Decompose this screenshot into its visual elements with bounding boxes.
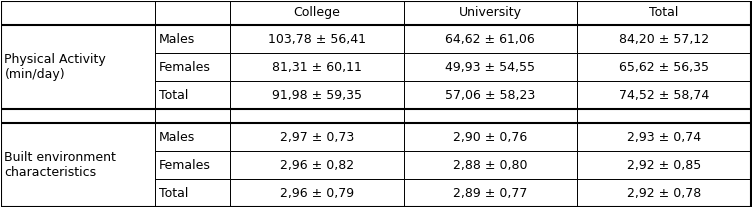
Bar <box>404 123 578 151</box>
Bar <box>230 53 404 81</box>
Text: Physical Activity
(min/day): Physical Activity (min/day) <box>5 53 106 81</box>
Text: 64,62 ± 61,06: 64,62 ± 61,06 <box>446 33 535 46</box>
Bar <box>404 151 578 179</box>
Text: Total: Total <box>159 89 188 102</box>
Bar <box>230 1 404 25</box>
Bar <box>578 81 751 109</box>
Bar <box>1 179 155 207</box>
Bar <box>155 179 230 207</box>
Bar <box>155 25 230 53</box>
Bar <box>578 151 751 179</box>
Text: 2,88 ± 0,80: 2,88 ± 0,80 <box>453 159 528 172</box>
Bar <box>404 179 578 207</box>
Bar <box>578 53 751 81</box>
Bar <box>1 123 155 151</box>
Bar <box>1 109 155 123</box>
Bar <box>230 123 404 151</box>
Bar <box>1 53 155 81</box>
Bar <box>155 1 230 25</box>
Text: 74,52 ± 58,74: 74,52 ± 58,74 <box>619 89 709 102</box>
Text: 2,92 ± 0,78: 2,92 ± 0,78 <box>626 187 701 200</box>
Text: 2,89 ± 0,77: 2,89 ± 0,77 <box>453 187 528 200</box>
Bar <box>578 109 751 123</box>
Text: 84,20 ± 57,12: 84,20 ± 57,12 <box>619 33 709 46</box>
Text: University: University <box>459 6 522 19</box>
Bar <box>578 123 751 151</box>
Text: Females: Females <box>159 61 210 74</box>
Bar <box>578 25 751 53</box>
Bar <box>155 81 230 109</box>
Bar <box>578 179 751 207</box>
Bar <box>230 151 404 179</box>
Bar <box>230 109 404 123</box>
Text: 65,62 ± 56,35: 65,62 ± 56,35 <box>619 61 709 74</box>
Bar <box>155 151 230 179</box>
Bar <box>1 1 155 25</box>
Bar <box>1 25 155 109</box>
Bar <box>1 123 155 207</box>
Bar <box>404 109 578 123</box>
Text: 81,31 ± 60,11: 81,31 ± 60,11 <box>272 61 361 74</box>
Bar <box>1 25 155 53</box>
Text: Males: Males <box>159 33 195 46</box>
Bar <box>155 123 230 151</box>
Text: Females: Females <box>159 159 210 172</box>
Bar <box>1 81 155 109</box>
Text: 2,97 ± 0,73: 2,97 ± 0,73 <box>279 131 354 144</box>
Bar <box>230 25 404 53</box>
Bar <box>155 53 230 81</box>
Text: College: College <box>294 6 340 19</box>
Text: 2,96 ± 0,82: 2,96 ± 0,82 <box>279 159 354 172</box>
Text: Total: Total <box>649 6 678 19</box>
Bar <box>155 109 230 123</box>
Text: 2,90 ± 0,76: 2,90 ± 0,76 <box>453 131 528 144</box>
Bar <box>230 179 404 207</box>
Text: 2,92 ± 0,85: 2,92 ± 0,85 <box>626 159 701 172</box>
Bar <box>404 1 578 25</box>
Bar <box>230 81 404 109</box>
Text: Built environment
characteristics: Built environment characteristics <box>5 151 116 179</box>
Text: 2,96 ± 0,79: 2,96 ± 0,79 <box>279 187 354 200</box>
Text: Total: Total <box>159 187 188 200</box>
Bar <box>404 81 578 109</box>
Text: 103,78 ± 56,41: 103,78 ± 56,41 <box>268 33 366 46</box>
Text: 57,06 ± 58,23: 57,06 ± 58,23 <box>445 89 535 102</box>
Text: Males: Males <box>159 131 195 144</box>
Bar <box>404 53 578 81</box>
Bar <box>578 1 751 25</box>
Text: 49,93 ± 54,55: 49,93 ± 54,55 <box>445 61 535 74</box>
Text: 91,98 ± 59,35: 91,98 ± 59,35 <box>272 89 361 102</box>
Bar <box>1 151 155 179</box>
Bar <box>404 25 578 53</box>
Text: 2,93 ± 0,74: 2,93 ± 0,74 <box>627 131 701 144</box>
